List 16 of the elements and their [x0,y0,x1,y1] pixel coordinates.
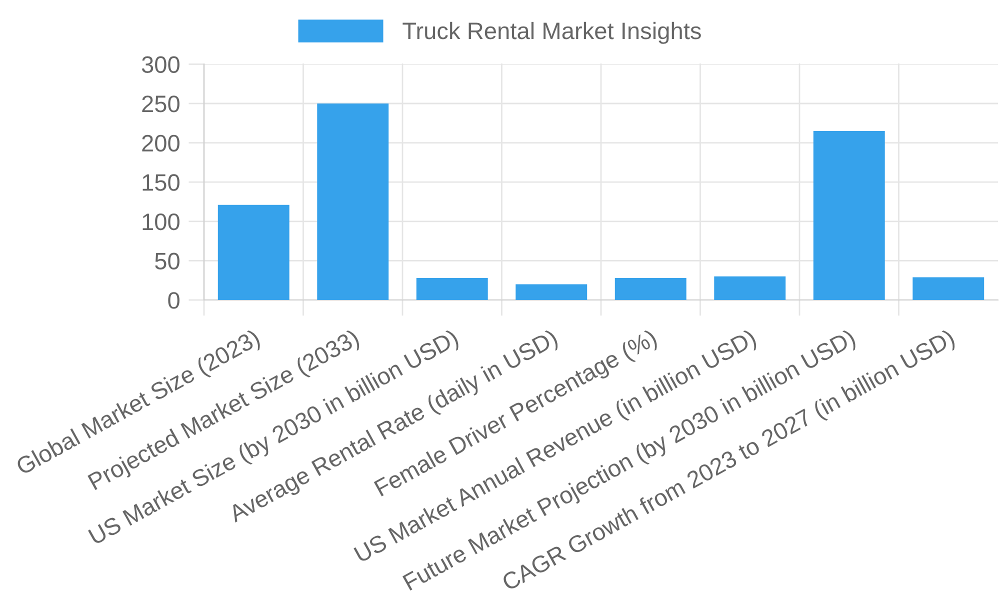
bar [317,104,389,300]
legend-label: Truck Rental Market Insights [402,22,701,44]
y-tick-label: 150 [142,174,180,191]
y-tick-label: 250 [142,96,180,112]
y-tick-label: 50 [155,252,180,270]
bar [516,284,588,300]
bar [614,278,686,300]
bar [714,276,786,300]
bar [416,278,488,300]
bar [912,277,984,300]
y-tick-label: 300 [142,56,180,73]
y-tick-label: 200 [142,134,180,152]
bar [813,131,885,300]
y-tick-label: 100 [142,213,180,230]
bar [218,204,290,300]
y-tick-label: 0 [168,292,180,309]
